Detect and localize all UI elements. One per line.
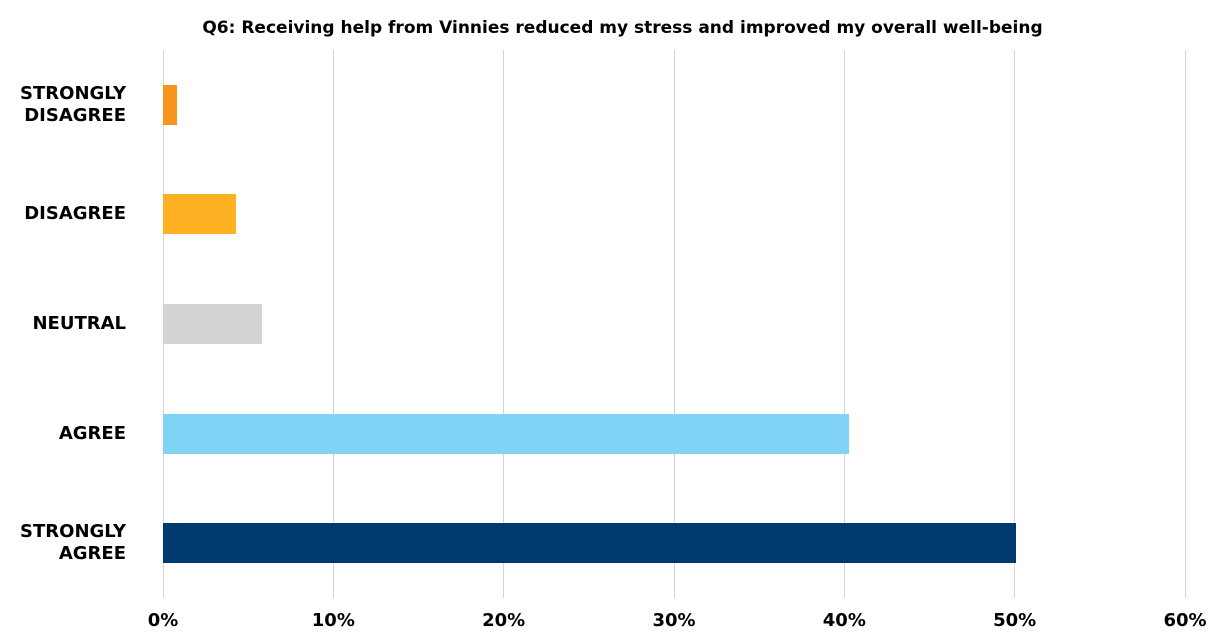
y-tick-label: STRONGLY AGREE (20, 521, 126, 565)
x-tick-label: 60% (1163, 610, 1207, 631)
grid-line (332, 50, 334, 598)
bar (163, 413, 850, 454)
bar (163, 523, 1017, 564)
x-tick-label: 0% (147, 610, 179, 631)
bar (163, 304, 262, 344)
y-tick-label: NEUTRAL (32, 313, 126, 334)
bar (163, 194, 237, 235)
x-tick-label: 40% (822, 610, 866, 631)
grid-line (673, 50, 675, 598)
bar (163, 84, 177, 125)
x-tick-label: 20% (482, 610, 526, 631)
x-tick-label: 30% (652, 610, 696, 631)
grid-line (843, 50, 845, 598)
x-tick-label: 10% (311, 610, 355, 631)
grid-line (1014, 50, 1016, 598)
grid-line (1184, 50, 1186, 598)
y-tick-label: STRONGLY DISAGREE (20, 82, 126, 126)
x-tick-label: 50% (993, 610, 1037, 631)
grid-line (503, 50, 505, 598)
y-tick-label: AGREE (58, 422, 126, 444)
y-tick-label: DISAGREE (24, 203, 126, 225)
chart-title: Q6: Receiving help from Vinnies reduced … (202, 18, 1043, 38)
